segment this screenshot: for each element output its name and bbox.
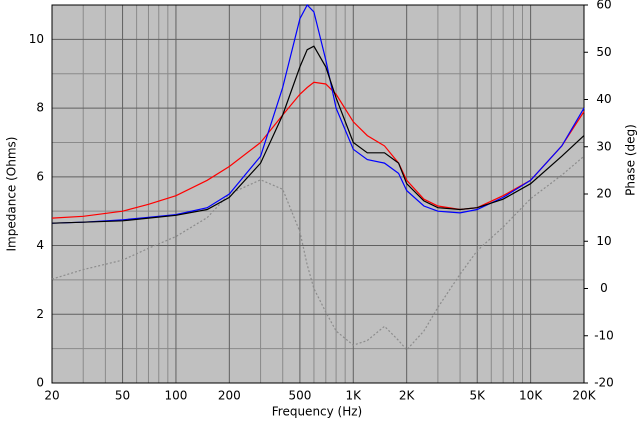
y-tick-label: 4 bbox=[36, 238, 44, 252]
y-tick-label: 0 bbox=[36, 376, 44, 390]
plot-area bbox=[51, 4, 585, 384]
y2-tick-label: -20 bbox=[594, 376, 614, 390]
x-tick-label: 500 bbox=[288, 389, 311, 403]
x-tick-label: 200 bbox=[218, 389, 241, 403]
y-axis-label: Impedance (Ohms) bbox=[5, 137, 19, 252]
x-tick-label: 50 bbox=[115, 389, 130, 403]
x-tick-label: 100 bbox=[164, 389, 187, 403]
x-tick-label: 2K bbox=[399, 389, 416, 403]
y2-tick-label: 40 bbox=[596, 92, 611, 106]
x-tick-label: 10K bbox=[519, 389, 543, 403]
plot-border bbox=[51, 4, 585, 384]
x-tick-label: 20K bbox=[572, 389, 596, 403]
series-line bbox=[51, 45, 585, 224]
y2-tick-label: 20 bbox=[596, 187, 611, 201]
y2-tick-label: 50 bbox=[596, 45, 611, 59]
y-tick-label: 2 bbox=[36, 307, 44, 321]
y2-tick-label: -10 bbox=[594, 328, 614, 342]
y-tick-label: 10 bbox=[29, 32, 44, 46]
x-tick-label: 20 bbox=[44, 389, 59, 403]
y2-tick-label: 10 bbox=[596, 234, 611, 248]
x-tick-label: 5K bbox=[469, 389, 486, 403]
x-tick-label: 1K bbox=[346, 389, 363, 403]
series-line bbox=[51, 3, 585, 224]
y2-tick-label: 60 bbox=[596, 0, 611, 12]
y2-tick-label: 30 bbox=[596, 139, 611, 153]
x-axis-label: Frequency (Hz) bbox=[272, 405, 363, 419]
y2-axis-label: Phase (deg) bbox=[624, 124, 638, 196]
y-tick-label: 6 bbox=[36, 169, 44, 183]
y-tick-label: 8 bbox=[36, 101, 44, 115]
y2-tick-label: 0 bbox=[600, 281, 608, 295]
